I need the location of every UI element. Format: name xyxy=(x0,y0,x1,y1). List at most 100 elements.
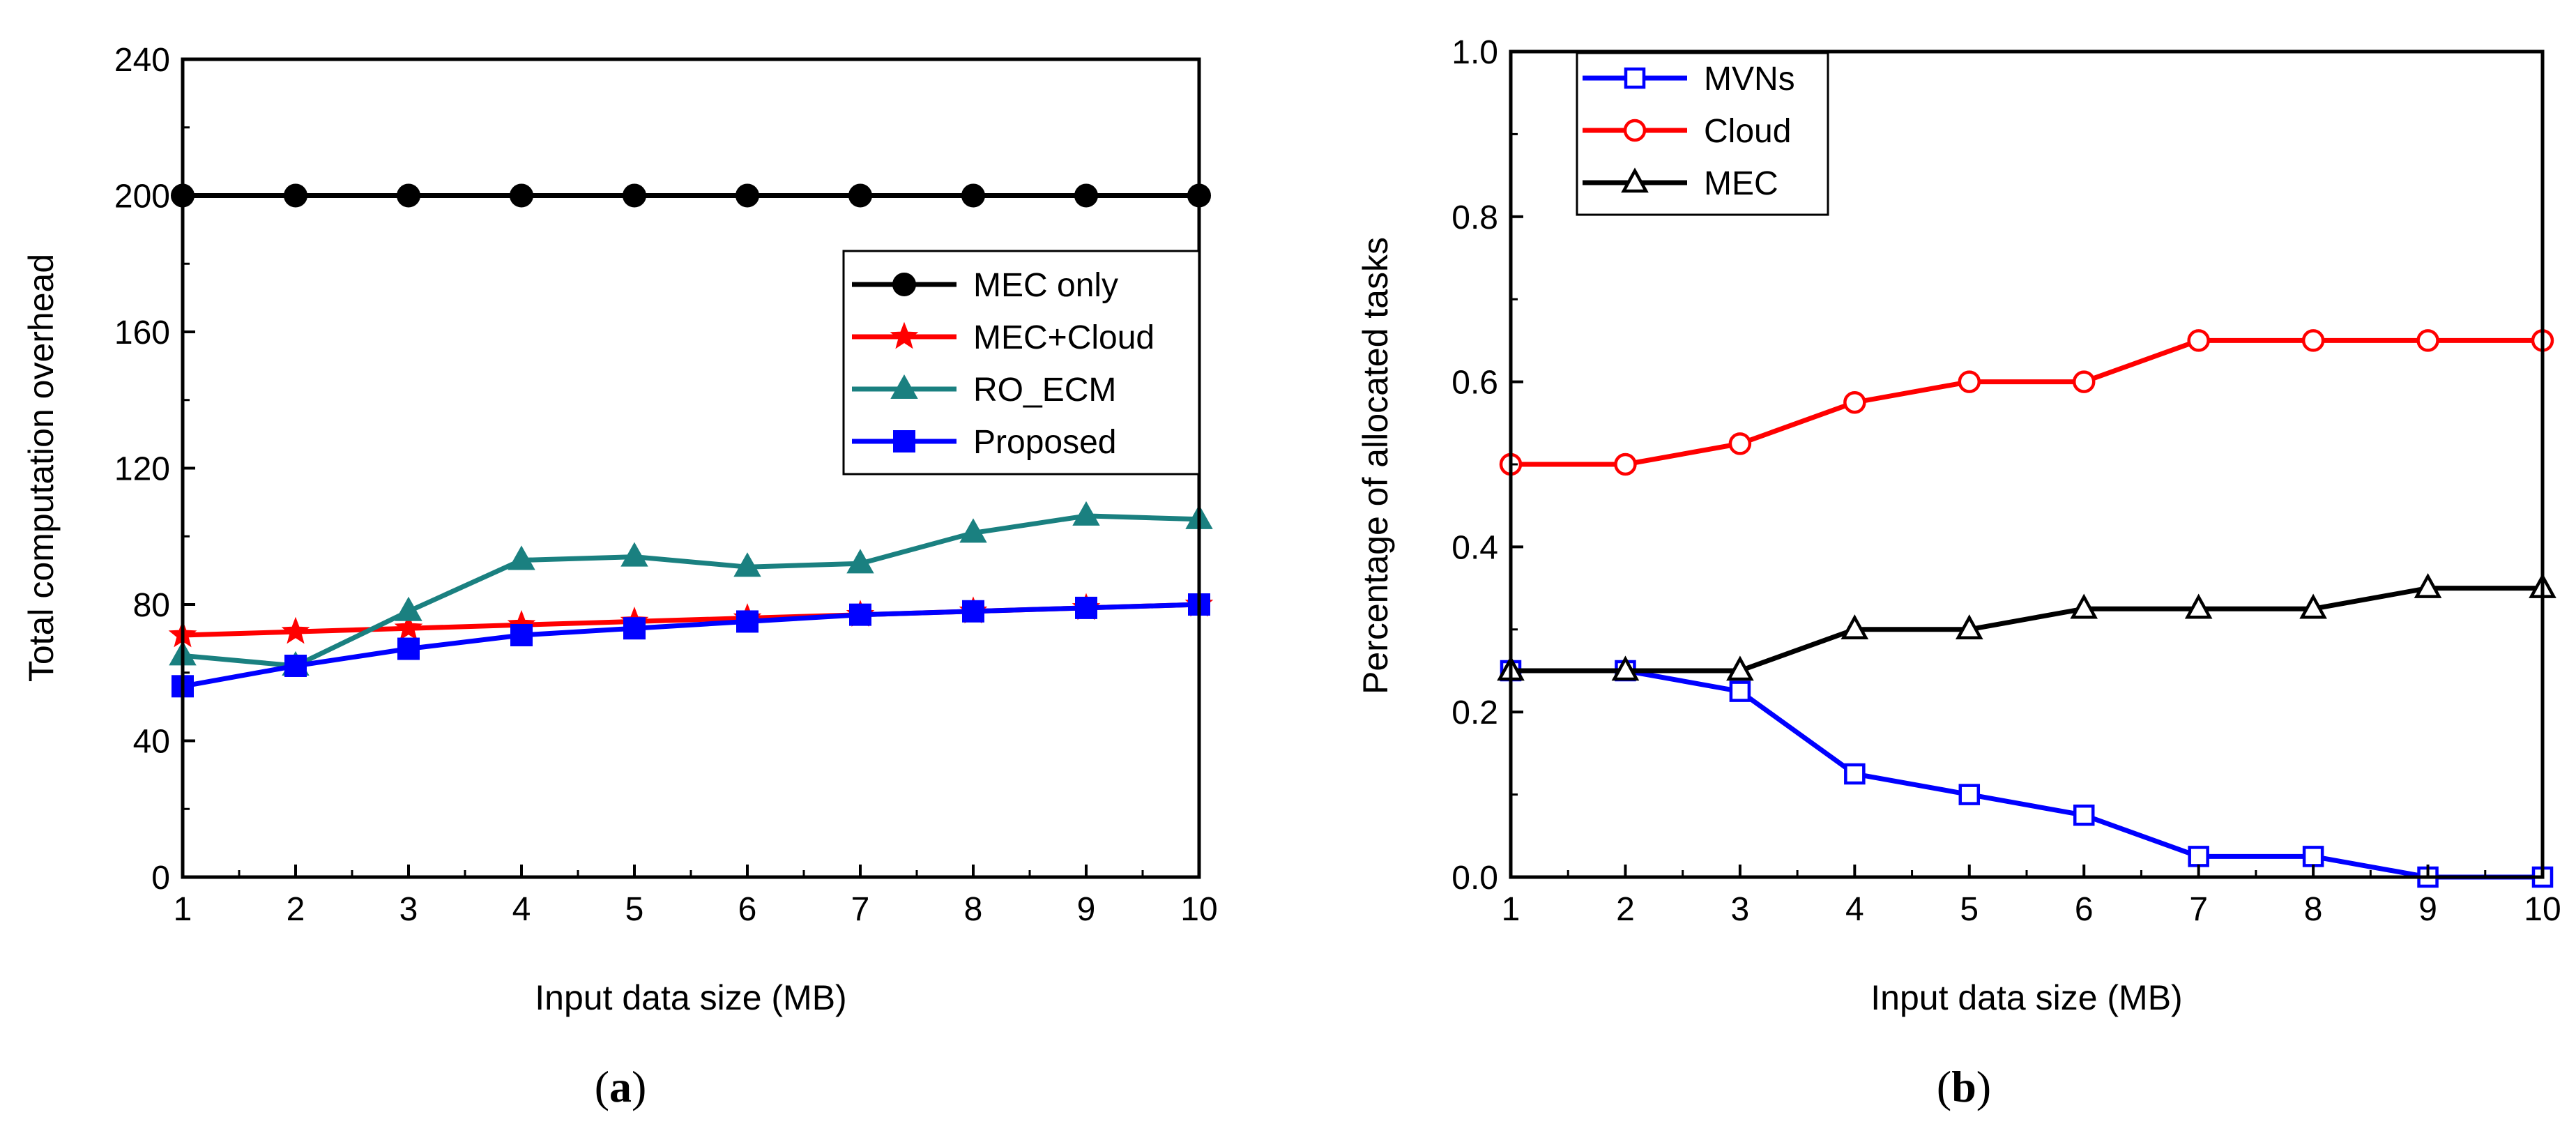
legend-label: Cloud xyxy=(1704,113,1791,150)
y-tick-label: 120 xyxy=(114,451,170,488)
data-point xyxy=(2299,593,2327,619)
legend-label: MEC only xyxy=(973,267,1118,304)
y-tick-label: 240 xyxy=(114,42,170,79)
caption-b-open: ( xyxy=(1937,1062,1951,1111)
legend-marker xyxy=(1621,167,1649,193)
data-point xyxy=(961,183,985,208)
data-point xyxy=(284,183,307,208)
x-tick-label: 10 xyxy=(2524,891,2561,928)
x-ticks-b: 1 2 3 4 5 6 7 8 9 10 xyxy=(1502,865,2561,928)
data-point xyxy=(620,542,648,567)
x-tick-label: 7 xyxy=(2189,891,2208,928)
data-point xyxy=(397,183,420,208)
legend-label: RO_ECM xyxy=(973,372,1116,409)
legend-marker xyxy=(890,374,918,399)
data-point xyxy=(623,617,646,640)
y-tick-label: 160 xyxy=(114,314,170,351)
legend-b: MVNs Cloud MEC xyxy=(1576,52,1829,216)
caption-a-letter: a xyxy=(609,1062,632,1111)
data-point xyxy=(2184,593,2213,619)
caption-b-letter: b xyxy=(1951,1062,1976,1111)
data-point xyxy=(1955,614,1983,640)
y-tick-label: 1.0 xyxy=(1451,34,1498,71)
data-point xyxy=(281,616,310,644)
data-point xyxy=(1614,452,1637,476)
y-tick-label: 80 xyxy=(133,587,170,624)
data-point xyxy=(1843,390,1866,414)
data-point xyxy=(846,549,874,574)
caption-a: (a) xyxy=(595,1062,647,1111)
legend-label: Proposed xyxy=(973,424,1116,461)
data-point xyxy=(2414,572,2442,598)
chart-panel-b: 1 2 3 4 5 6 7 8 9 10 0.0 0.2 0.4 0.6 0.8 1.0 Input dat… xyxy=(1356,34,2561,1017)
x-ticks-a: 1 2 3 4 5 6 7 8 9 10 xyxy=(174,865,1218,928)
x-tick-label: 6 xyxy=(2075,891,2094,928)
series-line xyxy=(182,602,1200,689)
data-point xyxy=(736,183,759,208)
x-tick-label: 1 xyxy=(174,891,192,928)
data-point xyxy=(284,654,307,677)
y-axis-label-a: Total computation overhead xyxy=(22,254,61,682)
data-point xyxy=(2188,846,2209,867)
y-tick-label: 0 xyxy=(151,860,170,897)
series-line xyxy=(1511,337,2543,467)
y-tick-label: 0.0 xyxy=(1451,860,1498,897)
legend-marker xyxy=(893,430,915,452)
y-tick-label: 0.4 xyxy=(1451,529,1498,566)
y-ticks-b: 0.0 0.2 0.4 0.6 0.8 1.0 xyxy=(1451,34,1523,897)
x-tick-label: 3 xyxy=(1731,891,1750,928)
caption-b-close: ) xyxy=(1976,1062,1991,1111)
x-tick-label: 8 xyxy=(964,891,983,928)
x-tick-label: 5 xyxy=(1960,891,1979,928)
chart-panel-a: 1 2 3 4 5 6 7 8 9 10 0 40 80 120 160 200 240 Input data… xyxy=(22,42,1218,1017)
y-ticks-a: 0 40 80 120 160 200 240 xyxy=(114,42,195,897)
x-tick-label: 8 xyxy=(2304,891,2323,928)
data-point xyxy=(1075,596,1097,619)
data-point xyxy=(2302,846,2324,867)
legend-label: MEC+Cloud xyxy=(973,319,1154,356)
series-line xyxy=(1511,586,2543,674)
data-point xyxy=(1958,370,1981,393)
y-tick-label: 0.2 xyxy=(1451,694,1498,731)
legend-marker xyxy=(892,273,916,296)
data-point xyxy=(1074,183,1098,208)
series-mec xyxy=(1497,572,2556,681)
caption-a-open: ( xyxy=(595,1062,609,1111)
legend-marker xyxy=(890,321,919,349)
data-point xyxy=(962,600,984,623)
data-point xyxy=(510,183,533,208)
x-tick-label: 3 xyxy=(399,891,418,928)
data-point xyxy=(2187,329,2210,352)
series-layer-a xyxy=(168,183,1214,698)
x-tick-label: 5 xyxy=(625,891,644,928)
x-tick-label: 4 xyxy=(512,891,531,928)
data-point xyxy=(1726,655,1754,681)
data-point xyxy=(2301,329,2325,352)
data-point xyxy=(736,610,759,633)
data-point xyxy=(1072,501,1100,526)
x-axis-label-b: Input data size (MB) xyxy=(1870,978,2182,1017)
x-tick-label: 7 xyxy=(851,891,870,928)
y-tick-label: 0.6 xyxy=(1451,365,1498,402)
x-tick-label: 6 xyxy=(738,891,757,928)
y-tick-label: 40 xyxy=(133,724,170,761)
data-point xyxy=(397,637,420,660)
x-tick-label: 2 xyxy=(287,891,305,928)
legend-marker xyxy=(1624,67,1646,89)
data-point xyxy=(394,613,423,641)
caption-b: (b) xyxy=(1937,1062,1991,1111)
x-tick-label: 10 xyxy=(1180,891,1217,928)
series-line xyxy=(1511,668,2543,880)
data-point xyxy=(1611,655,1640,681)
data-point xyxy=(849,603,871,626)
x-tick-label: 4 xyxy=(1845,891,1864,928)
data-point xyxy=(623,183,646,208)
data-point xyxy=(1844,763,1866,785)
x-tick-label: 2 xyxy=(1616,891,1635,928)
y-axis-label-b: Percentage of allocated tasks xyxy=(1356,237,1395,694)
legend-label: MVNs xyxy=(1704,61,1795,98)
series-line xyxy=(182,513,1200,669)
legend-marker xyxy=(1623,119,1647,142)
legend-label: MEC xyxy=(1704,165,1778,202)
